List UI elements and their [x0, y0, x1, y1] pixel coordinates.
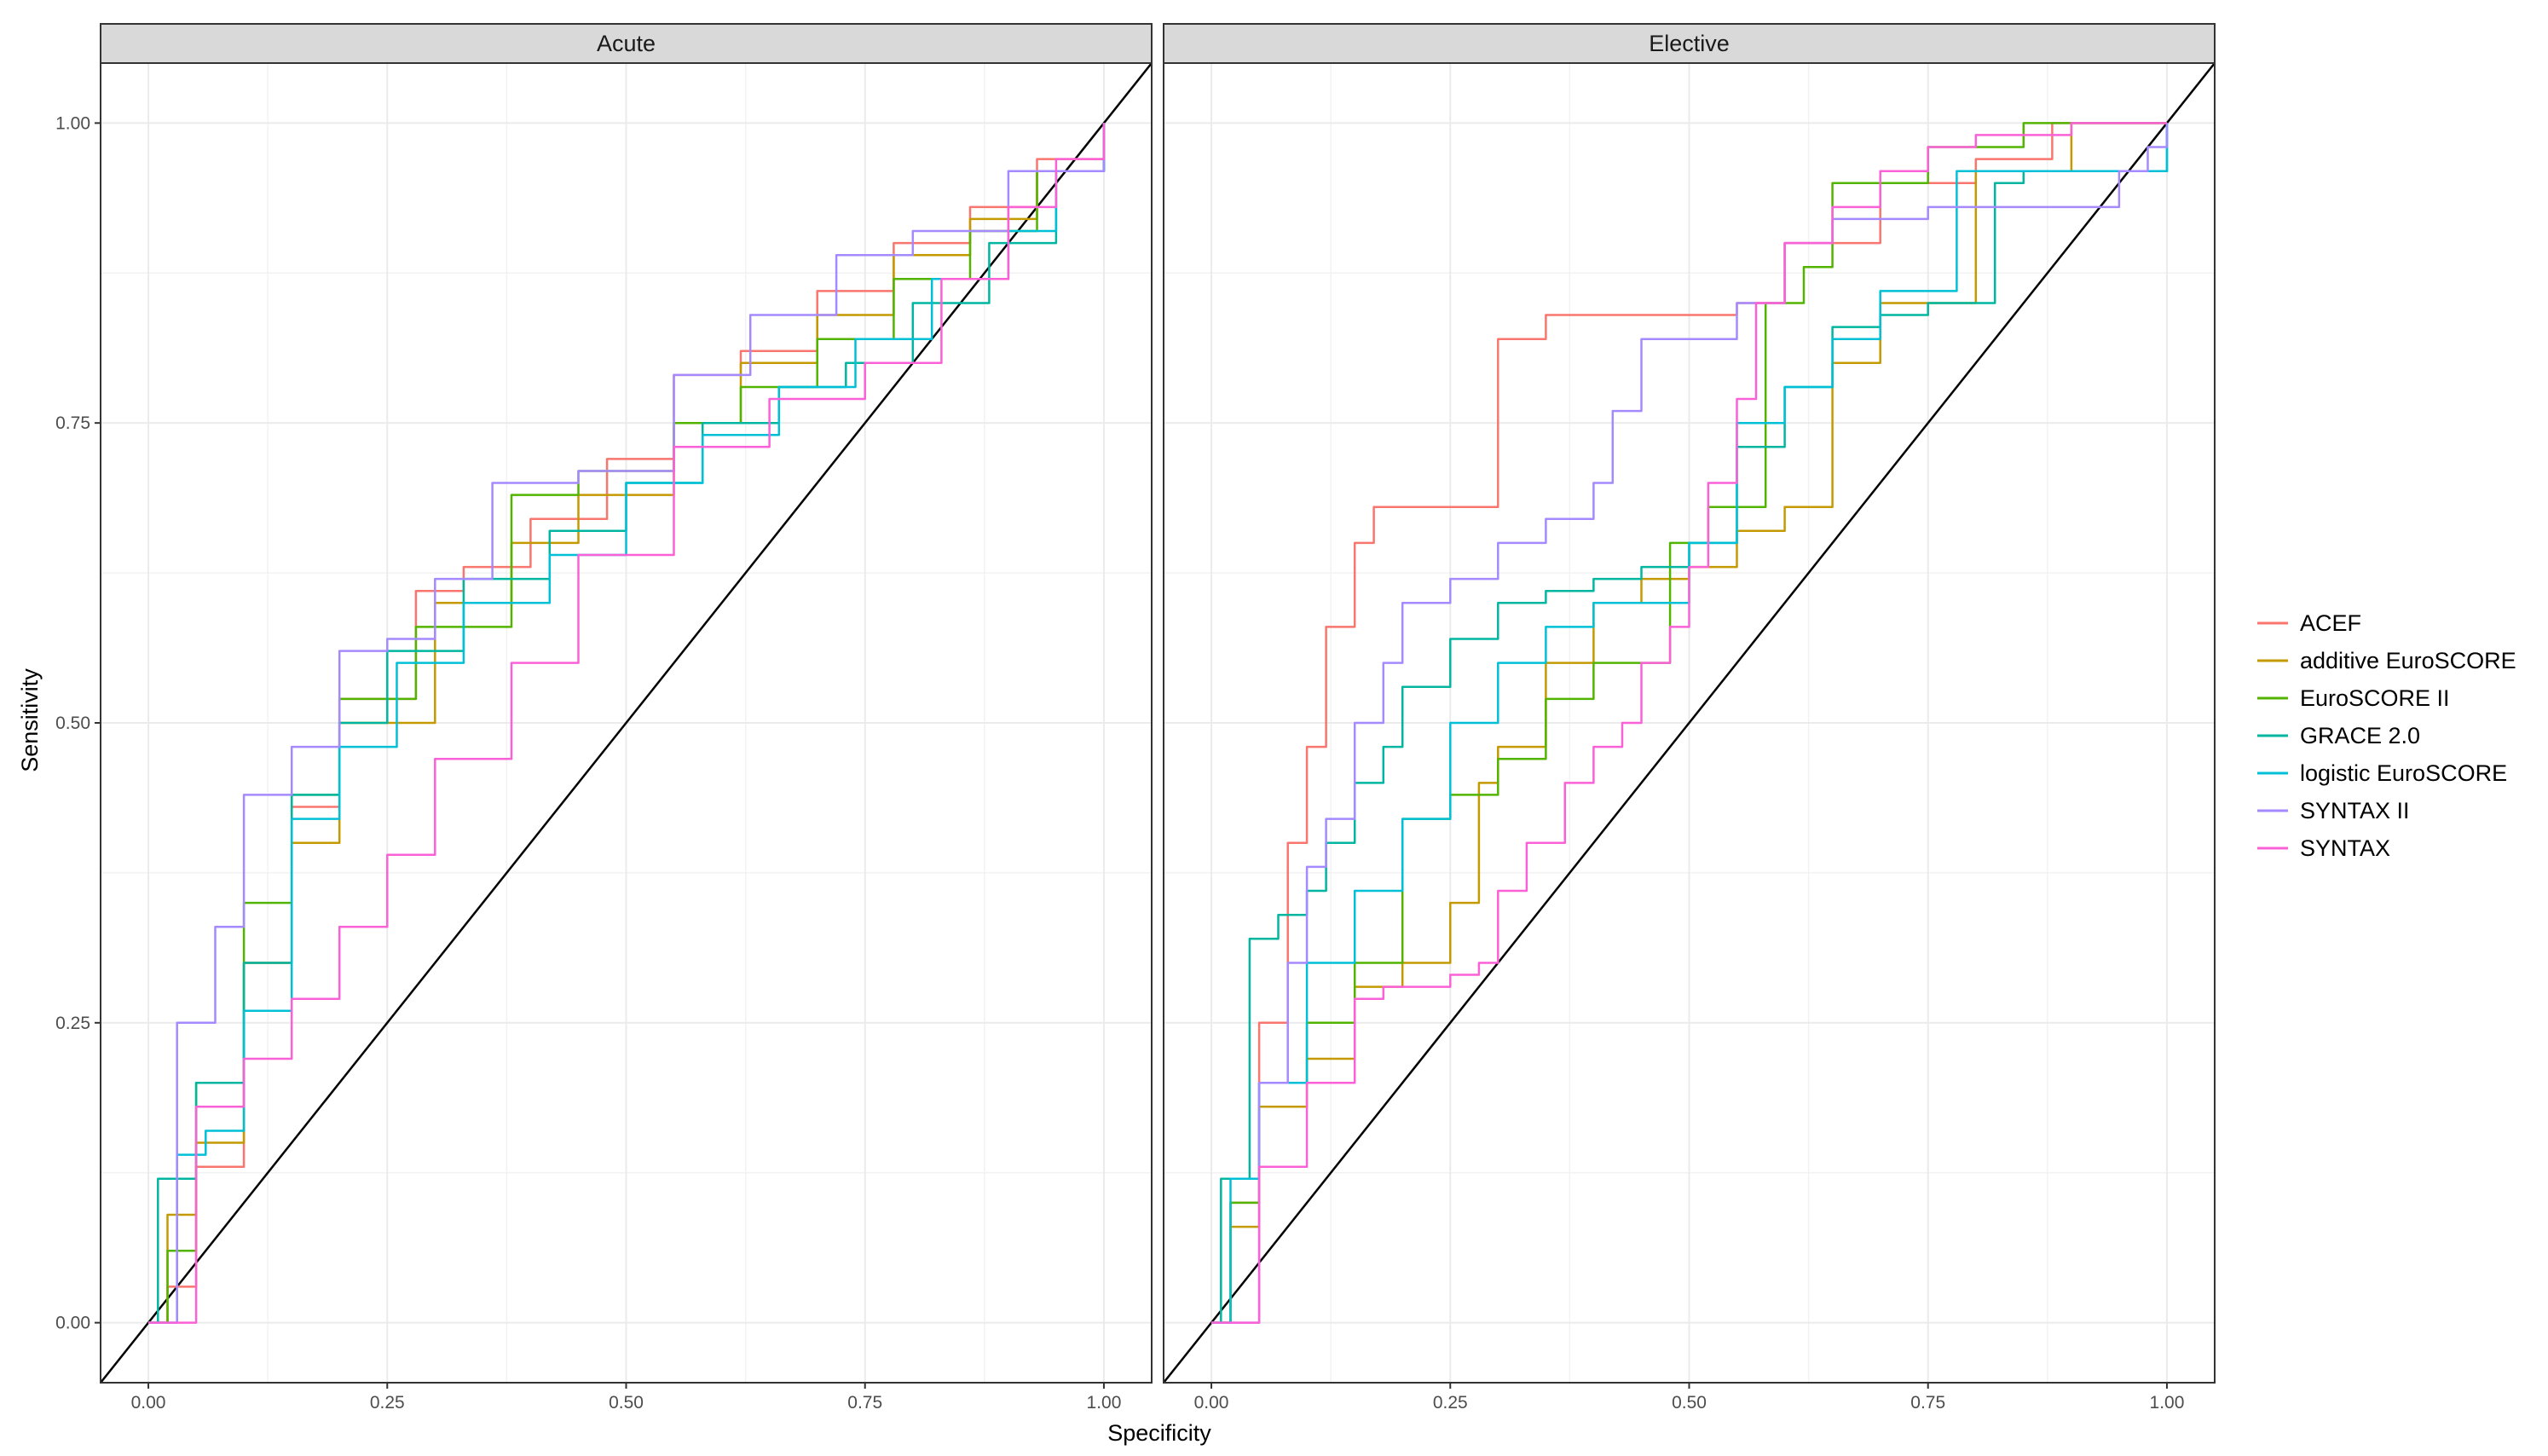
reference-diagonal: [101, 63, 1152, 1383]
facet-title: Elective: [1649, 31, 1730, 56]
panel-border: [100, 62, 1153, 1384]
y-tick-label: 0.00: [55, 1314, 90, 1333]
legend-label: SYNTAX: [2300, 835, 2390, 861]
roc-line-logistic-euroscore: [1211, 123, 2169, 1324]
x-tick-label: 0.75: [1910, 1393, 1945, 1413]
legend-label: GRACE 2.0: [2300, 723, 2420, 748]
x-tick-label: 0.25: [370, 1393, 405, 1413]
x-tick-label: 0.00: [1194, 1393, 1229, 1413]
x-tick-label: 1.00: [2150, 1393, 2185, 1413]
y-axis-title: Sensitivity: [17, 668, 43, 772]
y-tick-label: 0.50: [55, 714, 90, 733]
y-tick-label: 1.00: [55, 113, 90, 133]
legend-label: SYNTAX II: [2300, 798, 2410, 823]
panel-acute: Acute 0.00 0.25 0.50 0.75 1.00 0.00 0.25 0.50 0.7…: [55, 23, 1153, 1413]
x-tick-label: 0.50: [1672, 1393, 1707, 1413]
facet-title: Acute: [597, 31, 656, 56]
y-tick-label: 0.75: [55, 413, 90, 433]
legend: ACEF additive EuroSCORE EuroSCORE II GRACE …: [2257, 610, 2516, 861]
x-tick-label: 0.25: [1433, 1393, 1468, 1413]
panel-border: [1163, 62, 2216, 1384]
facet-strip: [100, 23, 1153, 64]
legend-label: EuroSCORE II: [2300, 685, 2450, 711]
roc-line-syntax-ii: [1211, 123, 2169, 1324]
roc-line-syntax: [148, 123, 1106, 1324]
y-tick-label: 0.25: [55, 1014, 90, 1033]
x-tick-label: 0.50: [609, 1393, 644, 1413]
panel-elective: Elective 0.00 0.25 0.50 0.75 1.00: [1163, 23, 2216, 1413]
x-axis-title: Specificity: [1107, 1420, 1211, 1446]
x-tick-label: 0.00: [131, 1393, 166, 1413]
legend-label: additive EuroSCORE: [2300, 648, 2516, 673]
facet-strip: [1163, 23, 2216, 64]
legend-label: logistic EuroSCORE: [2300, 760, 2507, 786]
roc-line-syntax-ii: [148, 123, 1106, 1324]
x-tick-label: 0.75: [847, 1393, 882, 1413]
reference-diagonal: [1164, 63, 2215, 1383]
legend-label: ACEF: [2300, 610, 2361, 636]
x-tick-label: 1.00: [1087, 1393, 1122, 1413]
roc-line-syntax: [1211, 122, 2167, 1324]
